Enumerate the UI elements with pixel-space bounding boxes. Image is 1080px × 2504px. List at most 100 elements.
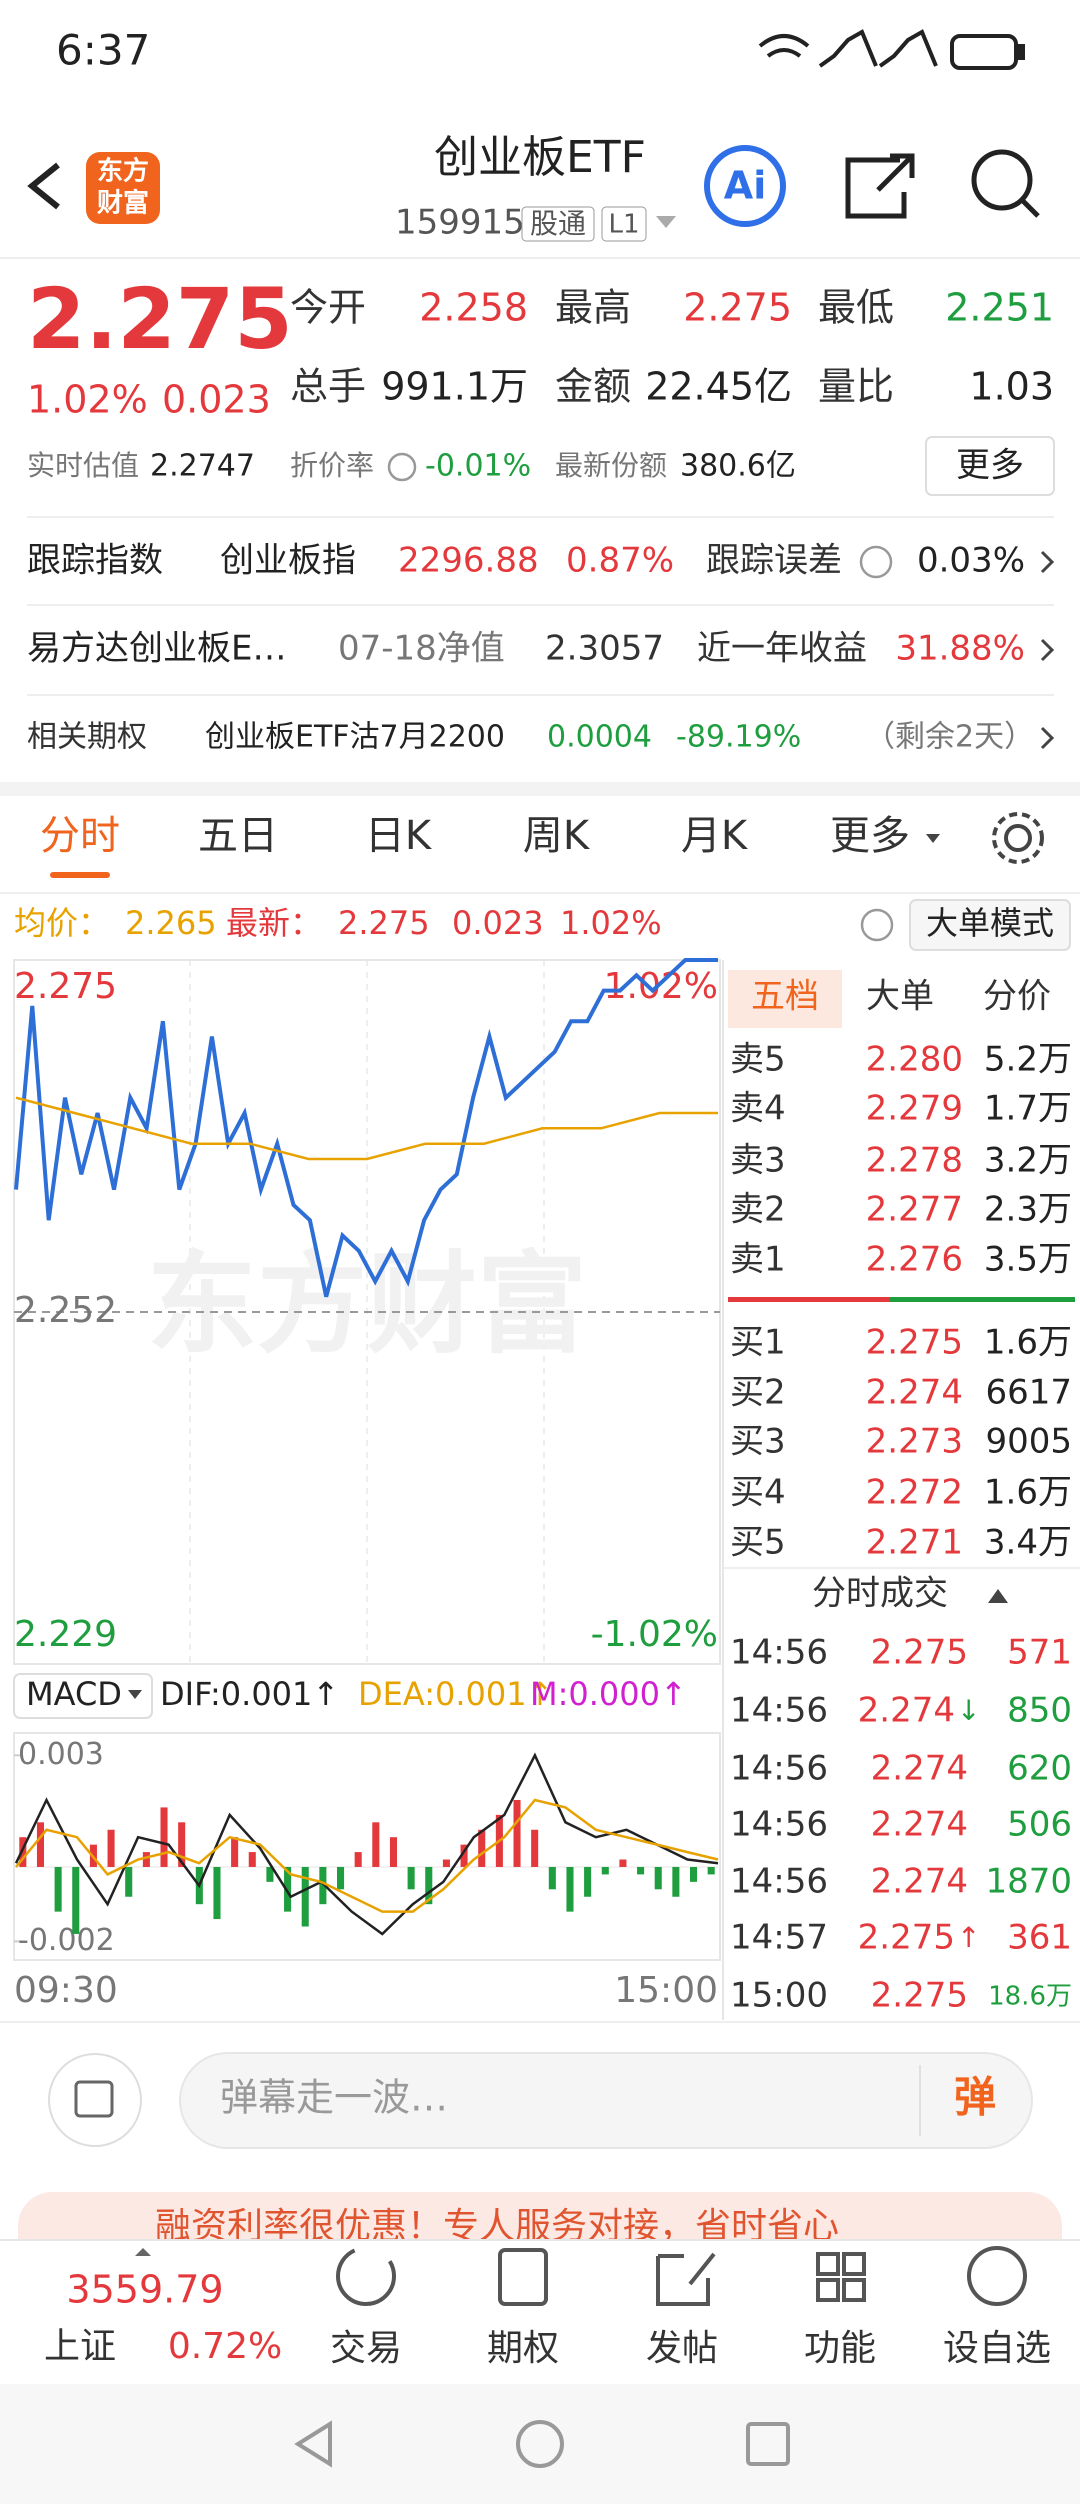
info-row-text: 2.3057 <box>545 629 664 669</box>
chart-tab[interactable]: 五日 <box>198 813 278 859</box>
book-price: 2.276 <box>866 1240 963 1280</box>
trade-volume: 506 <box>1007 1805 1072 1845</box>
trade-price: 2.274 <box>871 1749 968 1789</box>
macd-bar <box>19 1837 27 1867</box>
trade-price: 2.275 <box>871 1633 968 1673</box>
book-label: 买4 <box>730 1473 786 1513</box>
book-tab[interactable]: 分价 <box>983 977 1051 1017</box>
macd-bar <box>372 1822 380 1867</box>
chart-info: 2.275 <box>338 904 430 942</box>
macd-legend: M:0.000↑ <box>530 1675 687 1713</box>
field-value: 2.258 <box>419 286 528 330</box>
book-tab[interactable]: 五档 <box>751 977 819 1017</box>
chart-info: 2.265 <box>125 904 217 942</box>
macd-bar <box>689 1866 698 1882</box>
book-label: 买1 <box>730 1323 786 1363</box>
macd-bar <box>566 1866 574 1912</box>
clock: 6:37 <box>56 26 150 75</box>
book-price: 2.275 <box>866 1323 963 1363</box>
comment-placeholder[interactable]: 弹幕走一波… <box>220 2076 448 2120</box>
field-label: 折价率 <box>290 449 374 482</box>
trade-arrow: ↓ <box>957 1694 980 1727</box>
trade-price: 2.275 <box>871 1976 968 2016</box>
more-label[interactable]: 更多 <box>956 446 1024 486</box>
nav-item[interactable]: 期权 <box>487 2328 559 2369</box>
chart-tab[interactable]: 分时 <box>40 813 120 859</box>
info-row-text: 2296.88 <box>398 541 539 581</box>
trade-volume: 620 <box>1007 1749 1072 1789</box>
book-label: 卖5 <box>730 1040 786 1080</box>
help-icon[interactable] <box>859 545 893 579</box>
book-label: 买5 <box>730 1523 786 1563</box>
search-button[interactable] <box>971 149 1040 218</box>
book-volume: 6617 <box>985 1373 1072 1413</box>
info-row-text: -89.19% <box>676 720 801 755</box>
info-row-text[interactable]: 易方达创业板E… <box>27 629 286 669</box>
change: 0.023 <box>162 378 271 422</box>
watermark: 东方财富 <box>147 1240 587 1368</box>
trade-time: 14:57 <box>730 1918 828 1958</box>
info-row-text[interactable]: 相关期权 <box>27 720 147 755</box>
back-button[interactable] <box>27 162 60 210</box>
info-row-text: 0.0004 <box>547 720 652 755</box>
bottom-nav <box>0 2240 1080 2384</box>
more-button[interactable] <box>925 436 1055 496</box>
info-row-text: 31.88% <box>895 629 1025 669</box>
book-label: 卖2 <box>730 1190 786 1230</box>
settings-button[interactable] <box>992 812 1044 864</box>
y2-tick-label: 1.02% <box>604 966 718 1007</box>
book-tab[interactable]: 大单 <box>866 977 934 1017</box>
trade-time: 14:56 <box>730 1691 828 1731</box>
nav-item[interactable]: 交易 <box>330 2328 402 2369</box>
danmaku-button[interactable]: 弹 <box>954 2073 996 2122</box>
comment-settings[interactable] <box>48 2053 142 2147</box>
macd-title[interactable]: MACD <box>26 1675 122 1713</box>
y-tick-label: -0.002 <box>18 1923 115 1958</box>
chart-tab[interactable]: 月K <box>681 813 749 859</box>
macd-bar <box>213 1866 221 1920</box>
book-volume: 5.2万 <box>984 1040 1072 1080</box>
trades-title: 分时成交 <box>812 1574 948 1614</box>
info-row-text: 0.87% <box>566 541 674 581</box>
book-label: 卖4 <box>730 1089 786 1129</box>
info-row-text[interactable]: 跟踪指数 <box>27 541 163 581</box>
chart-tab[interactable]: 日K <box>365 813 433 859</box>
macd-bar <box>584 1866 592 1897</box>
help-icon[interactable] <box>860 908 894 942</box>
macd-bar <box>654 1866 662 1890</box>
system-buttons[interactable] <box>294 2420 790 2468</box>
chart-tab[interactable]: 周K <box>523 813 591 859</box>
nav-item[interactable]: 设自选 <box>943 2328 1051 2369</box>
macd-bar <box>460 1844 468 1867</box>
indicator-select[interactable] <box>13 1673 153 1719</box>
info-row-text: 创业板ETF沽7月2200 <box>205 720 505 755</box>
book-volume: 9005 <box>985 1422 1072 1462</box>
share-button[interactable] <box>845 153 915 219</box>
field-value: 22.45亿 <box>645 365 792 409</box>
macd-bar <box>601 1866 609 1875</box>
big-order-button[interactable] <box>909 899 1071 951</box>
active-tab-bg <box>728 970 842 1028</box>
field-label: 最低 <box>818 286 894 330</box>
macd-bar <box>231 1837 239 1867</box>
nav-item[interactable]: 功能 <box>804 2328 876 2369</box>
level-box <box>601 206 647 242</box>
ai-button[interactable] <box>704 145 786 227</box>
dropdown-caret <box>926 834 940 843</box>
info-row-text: 近一年收益 <box>697 629 867 669</box>
trade-volume: 361 <box>1007 1918 1072 1958</box>
ai-label[interactable]: Ai <box>724 164 766 208</box>
macd-bar <box>125 1866 133 1897</box>
trade-time: 14:56 <box>730 1805 828 1845</box>
big-order-label[interactable]: 大单模式 <box>926 904 1054 942</box>
index-value[interactable]: 3559.79 <box>66 2268 223 2312</box>
macd-legend: DIF:0.001↑ <box>160 1675 339 1713</box>
field-label: 今开 <box>290 286 366 330</box>
comment-input[interactable] <box>179 2052 1033 2149</box>
chart-tab[interactable]: 更多 <box>830 813 910 859</box>
trade-time: 14:56 <box>730 1749 828 1789</box>
info-icon[interactable] <box>387 452 417 482</box>
nav-item[interactable]: 发帖 <box>646 2328 718 2369</box>
logo <box>86 152 160 224</box>
